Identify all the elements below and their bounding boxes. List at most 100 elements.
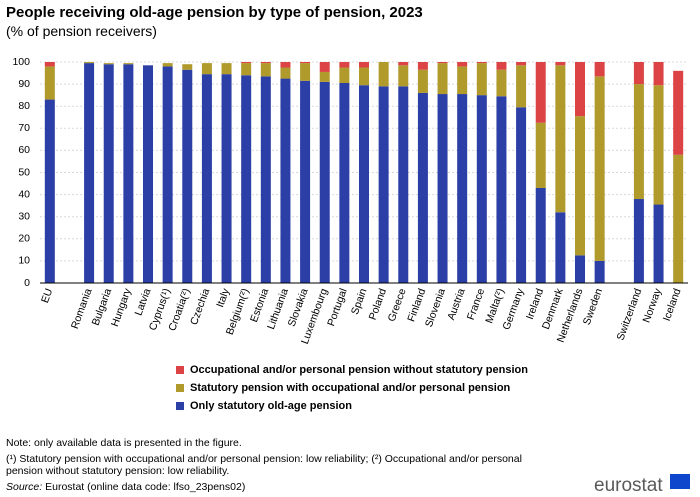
bar-segment bbox=[359, 62, 369, 68]
y-tick-label: 20 bbox=[18, 233, 30, 245]
bar-segment bbox=[575, 116, 585, 256]
bar-segment bbox=[319, 81, 330, 283]
legend-swatch bbox=[176, 402, 184, 410]
bar-segment bbox=[673, 70, 684, 155]
bar-segment bbox=[496, 96, 507, 283]
x-tick-label: Ireland bbox=[524, 287, 546, 321]
x-tick-label: Iceland bbox=[661, 287, 684, 323]
bar-segment bbox=[496, 69, 507, 97]
bar-segment bbox=[437, 62, 448, 64]
bar-segment bbox=[457, 62, 468, 67]
logo-text: eurostat bbox=[594, 475, 663, 496]
bar-segment bbox=[653, 85, 664, 205]
bar-segment bbox=[653, 204, 664, 283]
bar-segment bbox=[260, 76, 271, 284]
bar-segment bbox=[143, 65, 153, 283]
bar-segment bbox=[398, 62, 409, 66]
bar-segment bbox=[633, 62, 644, 85]
y-tick-label: 10 bbox=[18, 255, 30, 267]
bar-segment bbox=[398, 86, 409, 283]
bar-segment bbox=[535, 187, 546, 283]
bar-segment bbox=[594, 62, 605, 77]
note: Note: only available data is presented i… bbox=[6, 437, 242, 449]
bar-segment bbox=[496, 62, 507, 70]
legend-swatch bbox=[176, 366, 184, 374]
y-tick-label: 40 bbox=[18, 188, 30, 200]
bar-segment bbox=[575, 255, 585, 283]
y-tick-label: 70 bbox=[18, 122, 30, 134]
bar-segment bbox=[555, 62, 566, 66]
source-text: Eurostat (online data code: lfso_23pens0… bbox=[45, 481, 245, 493]
bar-segment bbox=[594, 76, 605, 261]
bar-segment bbox=[535, 62, 546, 123]
bar-segment bbox=[84, 62, 95, 64]
bar-segment bbox=[476, 62, 487, 64]
bar-segment bbox=[417, 92, 428, 283]
bar-segment bbox=[103, 63, 114, 65]
x-tick-label: Latvia bbox=[133, 287, 154, 318]
bar-segment bbox=[44, 62, 55, 67]
y-tick-label: 80 bbox=[18, 100, 30, 112]
bar-segment bbox=[359, 67, 369, 86]
legend-swatch bbox=[176, 384, 184, 392]
bar-segment bbox=[162, 66, 173, 283]
bar-segment bbox=[378, 62, 389, 87]
note: pension without statutory pension: low r… bbox=[6, 465, 229, 477]
bar-segment bbox=[201, 63, 212, 75]
y-tick-label: 60 bbox=[18, 144, 30, 156]
bar-segment bbox=[300, 62, 311, 64]
bar-segment bbox=[575, 62, 585, 117]
bar-segment bbox=[339, 67, 350, 83]
bar-segment bbox=[44, 66, 55, 100]
y-tick-label: 100 bbox=[12, 56, 30, 68]
bar-segment bbox=[300, 80, 311, 283]
y-tick-label: 50 bbox=[18, 166, 30, 178]
bar-segment bbox=[339, 82, 350, 284]
bar-segment bbox=[44, 99, 55, 283]
bar-segment bbox=[182, 64, 193, 70]
bar-segment bbox=[319, 71, 330, 82]
bar-segment bbox=[555, 65, 566, 213]
bar-segment bbox=[182, 69, 193, 283]
bar-segment bbox=[476, 95, 487, 284]
bar-segment bbox=[162, 63, 173, 67]
bar-segment bbox=[437, 63, 448, 95]
bar-segment bbox=[437, 94, 448, 283]
bar-segment bbox=[673, 154, 684, 283]
bar-segment bbox=[516, 62, 527, 66]
logo-flag bbox=[670, 474, 690, 489]
bar-segment bbox=[84, 63, 95, 284]
bar-segment bbox=[516, 107, 527, 284]
x-tick-label: EU bbox=[39, 287, 55, 305]
bar-segment bbox=[359, 85, 369, 283]
y-tick-label: 90 bbox=[18, 78, 30, 90]
bar-segment bbox=[339, 62, 350, 68]
x-tick-label: Switzerland bbox=[615, 287, 645, 342]
bar-segment bbox=[280, 78, 291, 283]
bar-segment bbox=[594, 260, 605, 283]
bar-segment bbox=[280, 67, 291, 79]
bar-segment bbox=[633, 199, 644, 283]
bar-segment bbox=[457, 94, 468, 283]
bar-segment bbox=[516, 65, 527, 108]
bar-segment bbox=[201, 74, 212, 283]
legend-label: Only statutory old-age pension bbox=[190, 400, 352, 412]
bar-segment bbox=[319, 62, 330, 72]
bar-segment bbox=[300, 63, 311, 81]
x-tick-label: Spain bbox=[349, 287, 370, 316]
bar-segment bbox=[555, 212, 566, 283]
note: (¹) Statutory pension with occupational … bbox=[6, 453, 522, 465]
chart-title: People receiving old-age pension by type… bbox=[6, 4, 423, 21]
legend-label: Statutory pension with occupational and/… bbox=[190, 382, 511, 394]
bar-segment bbox=[633, 84, 644, 200]
bar-segment bbox=[241, 75, 252, 283]
bar-segment bbox=[417, 69, 428, 93]
y-tick-label: 30 bbox=[18, 210, 30, 222]
bar-segment bbox=[417, 62, 428, 70]
bar-segment bbox=[260, 62, 271, 64]
bar-segment bbox=[535, 122, 546, 188]
source: Source: Eurostat (online data code: lfso… bbox=[6, 481, 245, 493]
bar-segment bbox=[221, 63, 232, 75]
bar-segment bbox=[378, 86, 389, 283]
